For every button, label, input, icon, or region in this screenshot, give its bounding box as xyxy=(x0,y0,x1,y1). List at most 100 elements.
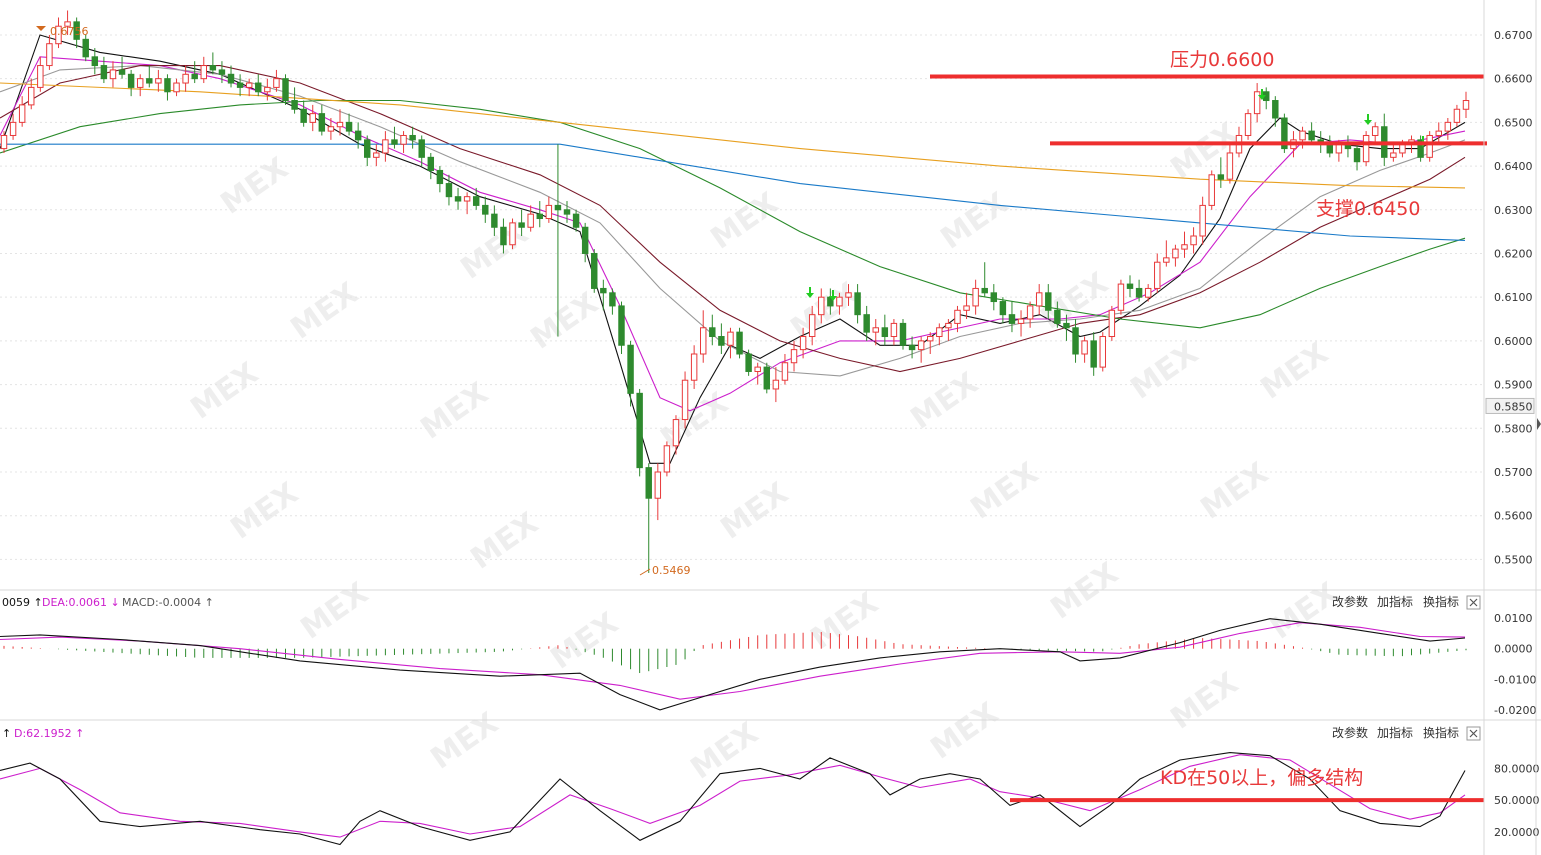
candle-63 xyxy=(572,209,580,232)
candle-21 xyxy=(191,61,198,84)
candle-73 xyxy=(663,441,671,477)
candle-140 xyxy=(1272,96,1279,127)
high-marker: 0.6756 xyxy=(36,25,89,38)
candle-103 xyxy=(936,323,943,346)
support-label: 支撑0.6450 xyxy=(1316,198,1420,220)
candle-99 xyxy=(899,319,907,350)
candle-4 xyxy=(37,56,44,92)
candle-134 xyxy=(1217,157,1225,188)
kd-switch-indicator-button[interactable]: 换指标 xyxy=(1423,725,1459,740)
candle-53 xyxy=(482,196,489,223)
price-tick-label-12: 0.5500 xyxy=(1494,553,1533,566)
candle-25 xyxy=(227,65,235,88)
candle-26 xyxy=(236,74,244,97)
candle-80 xyxy=(727,327,734,359)
macd-tick-label-3: -0.0200 xyxy=(1494,704,1536,717)
candle-68 xyxy=(618,301,625,354)
candle-128 xyxy=(1163,240,1170,267)
candle-93 xyxy=(845,284,852,306)
kd-edit-params-button[interactable]: 改参数 xyxy=(1332,725,1368,740)
candle-98 xyxy=(890,319,898,346)
candle-158 xyxy=(1435,122,1442,145)
price-tick-label-6: 0.6100 xyxy=(1494,291,1533,304)
macd-switch-indicator-button[interactable]: 换指标 xyxy=(1423,594,1459,609)
candle-40 xyxy=(364,135,371,167)
price-tick-label-2: 0.6500 xyxy=(1494,116,1533,129)
candle-46 xyxy=(418,135,425,167)
candle-116 xyxy=(1054,301,1061,328)
high-marker-label: 0.6756 xyxy=(50,25,89,38)
candle-7 xyxy=(64,10,71,35)
candle-43 xyxy=(391,126,398,149)
candle-83 xyxy=(754,362,761,385)
candle-87 xyxy=(790,340,798,372)
candle-85 xyxy=(772,367,780,403)
candle-137 xyxy=(1244,109,1252,140)
price-tick-label-8: 0.5900 xyxy=(1494,379,1533,392)
signal-arrow-icon-1 xyxy=(806,287,814,298)
candle-29 xyxy=(264,78,271,101)
candle-133 xyxy=(1208,170,1215,210)
candle-125 xyxy=(1135,279,1143,302)
candle-71 xyxy=(645,463,652,573)
candle-111 xyxy=(1008,301,1016,333)
candle-79 xyxy=(718,323,725,354)
candle-84 xyxy=(763,362,771,394)
candle-132 xyxy=(1199,196,1206,245)
candle-69 xyxy=(627,340,634,407)
kd-legend: ↑ D:62.1952 ↑ xyxy=(2,727,84,740)
price-tick-label-4: 0.6300 xyxy=(1494,204,1533,217)
candle-75 xyxy=(681,371,689,429)
candle-78 xyxy=(709,314,716,346)
close-icon[interactable] xyxy=(1466,595,1481,610)
candle-123 xyxy=(1117,279,1125,315)
candle-38 xyxy=(345,113,353,136)
candle-44 xyxy=(400,131,407,153)
candle-119 xyxy=(1081,336,1088,363)
kd-tick-label-2: 20.0000 xyxy=(1494,826,1540,839)
low-marker: 0.5469 xyxy=(639,564,691,577)
price-tick-label-7: 0.6000 xyxy=(1494,335,1533,348)
candle-60 xyxy=(545,196,553,223)
candle-72 xyxy=(654,463,662,521)
macd-panel-toolbar: 改参数 加指标 换指标 xyxy=(1332,594,1481,610)
macd-panel: 0.0100 0.0000 -0.0100 -0.0200 xyxy=(0,612,1536,717)
candle-30 xyxy=(273,69,280,92)
candle-48 xyxy=(436,166,444,193)
candle-150 xyxy=(1362,131,1370,167)
candle-31 xyxy=(282,74,289,105)
candle-120 xyxy=(1090,332,1097,376)
candle-18 xyxy=(164,74,171,101)
candle-37 xyxy=(336,109,344,136)
candle-107 xyxy=(972,279,979,315)
close-icon[interactable] xyxy=(1466,726,1481,741)
low-marker-label: 0.5469 xyxy=(652,564,691,577)
collapse-handle-icon[interactable] xyxy=(1537,418,1541,430)
candle-105 xyxy=(954,305,961,333)
candle-95 xyxy=(863,305,870,341)
moving-average-line-5 xyxy=(0,82,1466,189)
candle-51 xyxy=(463,192,471,215)
kd-add-indicator-button[interactable]: 加指标 xyxy=(1377,725,1413,740)
candle-122 xyxy=(1108,305,1116,341)
macd-edit-params-button[interactable]: 改参数 xyxy=(1332,594,1368,609)
candle-160 xyxy=(1453,104,1461,127)
candle-17 xyxy=(155,69,162,92)
candle-130 xyxy=(1181,231,1188,258)
macd-legend-macd: MACD:-0.0004 ↑ xyxy=(122,596,214,609)
candle-15 xyxy=(136,74,144,97)
resistance-label: 压力0.6600 xyxy=(1170,49,1274,71)
price-tick-label-1: 0.6600 xyxy=(1494,73,1533,86)
candle-77 xyxy=(699,310,707,363)
candle-138 xyxy=(1253,83,1261,123)
macd-dea-line xyxy=(0,622,1466,700)
candle-27 xyxy=(245,78,253,97)
candle-96 xyxy=(872,319,879,346)
candle-101 xyxy=(917,336,925,363)
candle-32 xyxy=(291,87,298,114)
candle-106 xyxy=(963,292,970,320)
current-price-box xyxy=(1485,397,1535,414)
macd-add-indicator-button[interactable]: 加指标 xyxy=(1377,594,1413,609)
price-tick-label-11: 0.5600 xyxy=(1494,510,1533,523)
kd-panel: 80.0000 50.0000 20.0000 xyxy=(0,752,1540,846)
